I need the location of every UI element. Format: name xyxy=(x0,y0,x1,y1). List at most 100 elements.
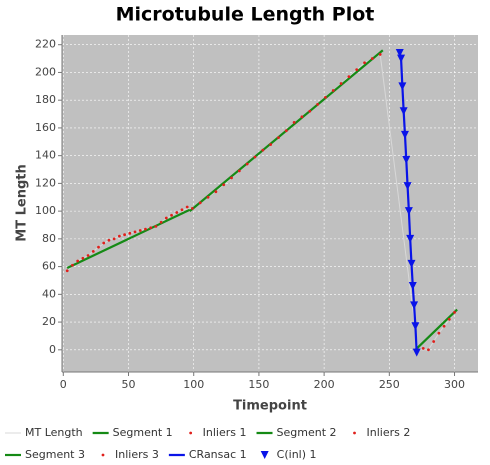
data-point xyxy=(133,230,137,234)
data-point xyxy=(300,115,304,119)
y-tick-label: 0 xyxy=(49,343,56,356)
legend-item: Segment 2 xyxy=(256,426,337,439)
data-point xyxy=(437,331,441,335)
legend-label: Segment 3 xyxy=(25,448,85,461)
x-tick-label: 150 xyxy=(248,378,269,391)
data-point xyxy=(411,322,420,331)
data-point xyxy=(410,301,419,310)
data-point xyxy=(206,195,210,199)
data-point xyxy=(180,208,184,212)
x-tick-label: 0 xyxy=(60,378,67,391)
data-point xyxy=(397,54,406,63)
y-axis-label: MT Length xyxy=(15,164,30,241)
legend-item: Inliers 2 xyxy=(353,426,410,439)
data-point xyxy=(339,82,343,85)
y-tick-label: 20 xyxy=(42,315,56,328)
data-point xyxy=(432,340,436,343)
data-point xyxy=(284,129,288,133)
data-point xyxy=(261,148,265,152)
data-point xyxy=(245,162,249,166)
data-point xyxy=(253,155,257,159)
data-point xyxy=(107,238,111,242)
data-point xyxy=(149,226,153,230)
data-point xyxy=(363,61,366,65)
data-point xyxy=(185,205,189,209)
data-point xyxy=(402,155,411,164)
data-point xyxy=(355,68,359,72)
data-point xyxy=(175,211,179,214)
data-point xyxy=(117,234,121,238)
series-line xyxy=(414,308,458,351)
data-point xyxy=(277,136,280,140)
data-point xyxy=(370,57,374,60)
data-point xyxy=(406,234,415,243)
y-tick-label: 60 xyxy=(42,260,56,273)
data-point xyxy=(154,224,158,228)
data-point xyxy=(214,190,218,194)
y-tick-label: 220 xyxy=(35,38,56,51)
legend-item: C(inl) 1 xyxy=(260,448,317,461)
legend-symbol xyxy=(189,431,193,435)
data-point xyxy=(292,120,296,124)
data-point xyxy=(442,324,446,328)
legend-item: Segment 3 xyxy=(5,448,85,461)
data-point xyxy=(112,237,116,241)
data-point xyxy=(447,317,451,321)
data-point xyxy=(65,269,69,273)
legend-item: Segment 1 xyxy=(92,426,173,439)
data-point xyxy=(128,231,132,235)
y-tick-label: 120 xyxy=(35,176,56,189)
x-tick-label: 50 xyxy=(122,378,136,391)
x-axis-label: Timepoint xyxy=(233,399,307,414)
series-line xyxy=(66,208,191,269)
data-point xyxy=(331,89,335,92)
data-point xyxy=(222,183,226,187)
legend-label: Inliers 2 xyxy=(367,426,411,439)
data-point xyxy=(269,143,273,146)
data-point xyxy=(71,263,74,267)
x-tick-label: 250 xyxy=(379,378,400,391)
data-point xyxy=(408,282,417,291)
legend-label: Segment 1 xyxy=(113,426,173,439)
data-point xyxy=(102,241,106,245)
y-tick-label: 100 xyxy=(35,204,56,217)
legend-item: Inliers 3 xyxy=(101,448,159,461)
data-point xyxy=(378,53,382,56)
data-point xyxy=(198,201,202,205)
legend-symbol xyxy=(101,453,105,457)
legend-label: Inliers 3 xyxy=(115,448,159,461)
x-tick-label: 100 xyxy=(183,378,204,391)
data-point xyxy=(453,310,456,314)
legend-label: Segment 2 xyxy=(277,426,337,439)
y-tick-label: 40 xyxy=(42,287,56,300)
data-point xyxy=(237,169,241,173)
chart-title: Microtubule Length Plot xyxy=(116,4,375,26)
legend-symbol xyxy=(353,431,356,435)
data-point xyxy=(421,347,425,350)
data-point xyxy=(81,256,85,260)
data-point xyxy=(398,82,407,91)
legend-label: CRansac 1 xyxy=(189,448,247,461)
data-point xyxy=(144,227,147,231)
data-point xyxy=(91,249,95,253)
data-point xyxy=(400,130,409,139)
data-point xyxy=(395,49,404,58)
legend-item: MT Length xyxy=(5,426,83,439)
data-point xyxy=(230,176,233,180)
legend-item: Inliers 1 xyxy=(189,426,247,439)
legend-label: C(inl) 1 xyxy=(277,448,317,461)
y-tick-label: 200 xyxy=(35,65,56,78)
legend-symbol xyxy=(260,451,269,459)
data-point xyxy=(170,213,173,217)
data-point xyxy=(86,254,90,257)
data-point xyxy=(427,348,430,352)
legend-label: Inliers 1 xyxy=(203,426,247,439)
x-tick-label: 200 xyxy=(314,378,335,391)
y-tick-label: 80 xyxy=(42,232,56,245)
data-point xyxy=(138,229,142,232)
data-point xyxy=(123,233,126,237)
data-point xyxy=(164,216,168,220)
data-point xyxy=(347,75,351,79)
data-point xyxy=(403,182,412,191)
